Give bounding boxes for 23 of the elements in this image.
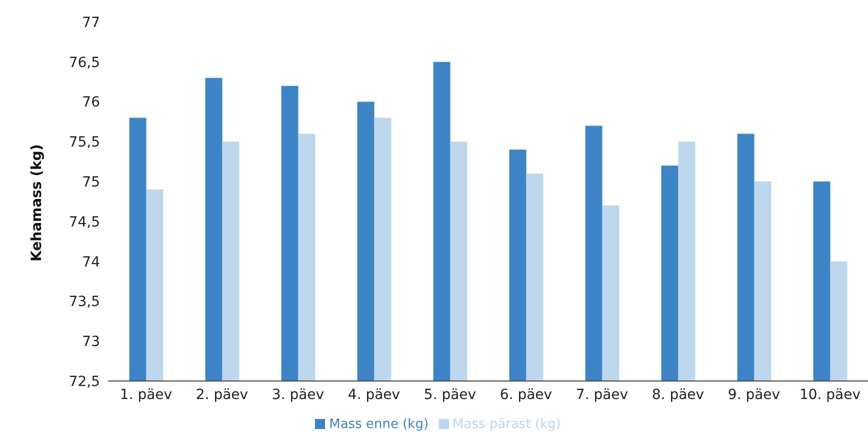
y-tick-label: 77: [82, 14, 100, 31]
x-tick-label: 5. päev: [424, 386, 476, 403]
y-tick-label: 75: [82, 174, 100, 191]
x-tick-label: 7. päev: [576, 386, 628, 403]
x-tick-label: 2. päev: [196, 386, 248, 403]
x-tick-label: 10. päev: [799, 386, 861, 403]
y-tick-label: 73: [82, 334, 100, 350]
x-tick-label: 9. päev: [728, 386, 780, 403]
x-tick-label: 3. päev: [272, 386, 324, 403]
y-tick-label: 76: [82, 94, 100, 111]
y-tick-label: 76,5: [68, 54, 100, 71]
y-axis-title: Kehamass (kg): [28, 144, 45, 262]
x-tick-label: 8. päev: [652, 386, 704, 403]
y-tick-label: 72,5: [68, 374, 100, 390]
x-tick-label: 1. päev: [120, 386, 172, 403]
y-tick-label: 74: [82, 254, 100, 270]
y-tick-label: 73,5: [68, 294, 100, 310]
y-tick-label: 74,5: [68, 214, 100, 230]
legend-label: Mass enne (kg): [329, 417, 429, 432]
x-tick-label: 4. päev: [348, 386, 400, 403]
legend-label: Mass pärast (kg): [452, 417, 561, 432]
x-tick-label: 6. päev: [500, 386, 552, 403]
y-tick-label: 75,5: [68, 134, 100, 151]
